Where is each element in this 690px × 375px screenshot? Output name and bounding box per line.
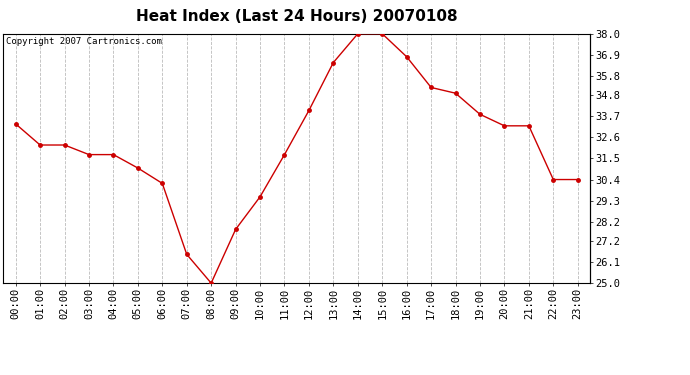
Text: Copyright 2007 Cartronics.com: Copyright 2007 Cartronics.com bbox=[6, 38, 162, 46]
Text: Heat Index (Last 24 Hours) 20070108: Heat Index (Last 24 Hours) 20070108 bbox=[136, 9, 457, 24]
